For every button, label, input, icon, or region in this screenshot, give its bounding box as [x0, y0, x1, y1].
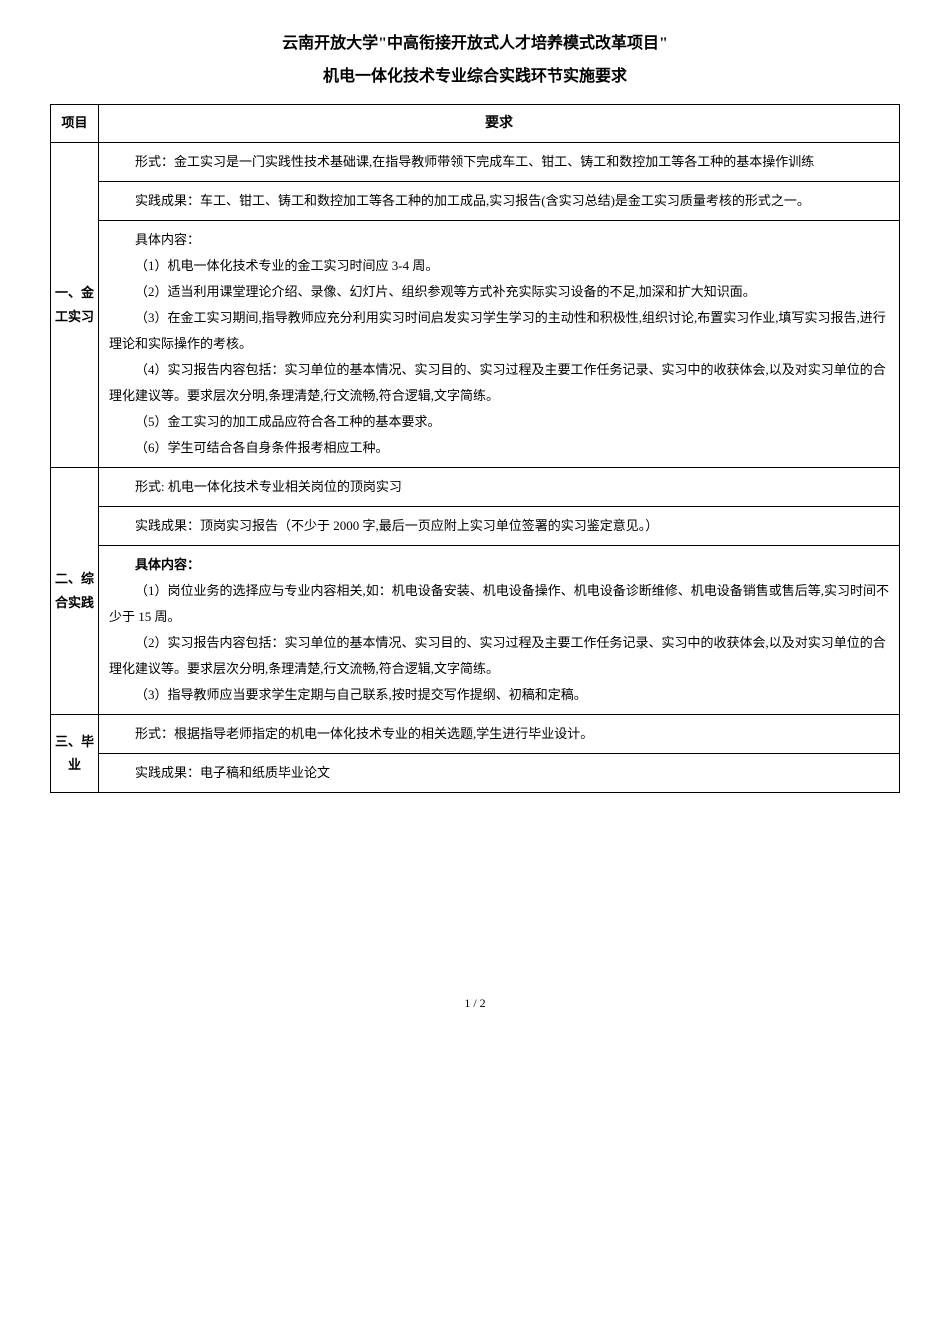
section2-row2: 实践成果：顶岗实习报告（不少于 2000 字,最后一页应附上实习单位签署的实习鉴… — [99, 506, 900, 545]
section2-label: 二、综合实践 — [51, 467, 99, 714]
document-title: 云南开放大学"中高衔接开放式人才培养模式改革项目" — [50, 30, 900, 59]
section3-row1: 形式：根据指导老师指定的机电一体化技术专业的相关选题,学生进行毕业设计。 — [99, 714, 900, 753]
section2-detail-1: （1）岗位业务的选择应与专业内容相关,如：机电设备安装、机电设备操作、机电设备诊… — [109, 578, 889, 630]
section2-detail-0: 具体内容： — [109, 552, 889, 578]
requirements-table: 项目 要求 一、金工实习 形式：金工实习是一门实践性技术基础课,在指导教师带领下… — [50, 104, 900, 793]
document-subtitle: 机电一体化技术专业综合实践环节实施要求 — [50, 63, 900, 92]
page-number: 1 / 2 — [50, 993, 900, 1015]
section3-row2: 实践成果：电子稿和纸质毕业论文 — [99, 753, 900, 792]
section1-detail-5: （5）金工实习的加工成品应符合各工种的基本要求。 — [109, 409, 889, 435]
section2-detail-3: （3）指导教师应当要求学生定期与自己联系,按时提交写作提纲、初稿和定稿。 — [109, 682, 889, 708]
section1-row3: 具体内容： （1）机电一体化技术专业的金工实习时间应 3-4 周。 （2）适当利… — [99, 220, 900, 467]
section1-detail-3: （3）在金工实习期间,指导教师应充分利用实习时间启发实习学生学习的主动性和积极性… — [109, 305, 889, 357]
section2-row1: 形式: 机电一体化技术专业相关岗位的顶岗实习 — [99, 467, 900, 506]
section1-detail-1: （1）机电一体化技术专业的金工实习时间应 3-4 周。 — [109, 253, 889, 279]
section1-detail-4: （4）实习报告内容包括：实习单位的基本情况、实习目的、实习过程及主要工作任务记录… — [109, 357, 889, 409]
section3-label: 三、毕业 — [51, 714, 99, 792]
section1-label: 一、金工实习 — [51, 142, 99, 467]
section1-detail-0: 具体内容： — [109, 227, 889, 253]
section1-row2: 实践成果：车工、钳工、铸工和数控加工等各工种的加工成品,实习报告(含实习总结)是… — [99, 181, 900, 220]
section1-detail-2: （2）适当利用课堂理论介绍、录像、幻灯片、组织参观等方式补充实际实习设备的不足,… — [109, 279, 889, 305]
section2-row3: 具体内容： （1）岗位业务的选择应与专业内容相关,如：机电设备安装、机电设备操作… — [99, 545, 900, 714]
header-col2: 要求 — [99, 104, 900, 142]
section2-detail-2: （2）实习报告内容包括：实习单位的基本情况、实习目的、实习过程及主要工作任务记录… — [109, 630, 889, 682]
header-col1: 项目 — [51, 104, 99, 142]
section1-detail-6: （6）学生可结合各自身条件报考相应工种。 — [109, 435, 889, 461]
section1-row1: 形式：金工实习是一门实践性技术基础课,在指导教师带领下完成车工、钳工、铸工和数控… — [99, 142, 900, 181]
